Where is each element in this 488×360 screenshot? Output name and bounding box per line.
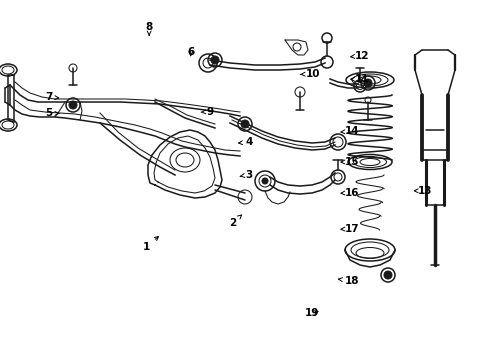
Circle shape bbox=[69, 101, 77, 109]
Circle shape bbox=[383, 271, 391, 279]
Text: 13: 13 bbox=[413, 186, 432, 196]
Text: 3: 3 bbox=[240, 170, 252, 180]
Text: 19: 19 bbox=[304, 308, 319, 318]
Text: 12: 12 bbox=[350, 51, 368, 61]
Text: 1: 1 bbox=[143, 237, 158, 252]
Circle shape bbox=[363, 79, 371, 87]
Text: 17: 17 bbox=[340, 224, 359, 234]
Text: 9: 9 bbox=[201, 107, 213, 117]
Text: 5: 5 bbox=[45, 108, 59, 118]
Text: 2: 2 bbox=[228, 215, 241, 228]
Text: 14: 14 bbox=[340, 126, 359, 136]
Text: 10: 10 bbox=[300, 69, 320, 79]
Text: 15: 15 bbox=[340, 157, 359, 167]
Text: 4: 4 bbox=[238, 137, 253, 147]
Text: 8: 8 bbox=[145, 22, 152, 35]
Circle shape bbox=[262, 178, 267, 184]
Text: 6: 6 bbox=[187, 47, 194, 57]
Text: 18: 18 bbox=[338, 276, 359, 286]
Text: 7: 7 bbox=[45, 92, 59, 102]
Text: 11: 11 bbox=[350, 74, 368, 84]
Text: 16: 16 bbox=[340, 188, 359, 198]
Circle shape bbox=[241, 120, 248, 128]
Circle shape bbox=[210, 56, 219, 64]
